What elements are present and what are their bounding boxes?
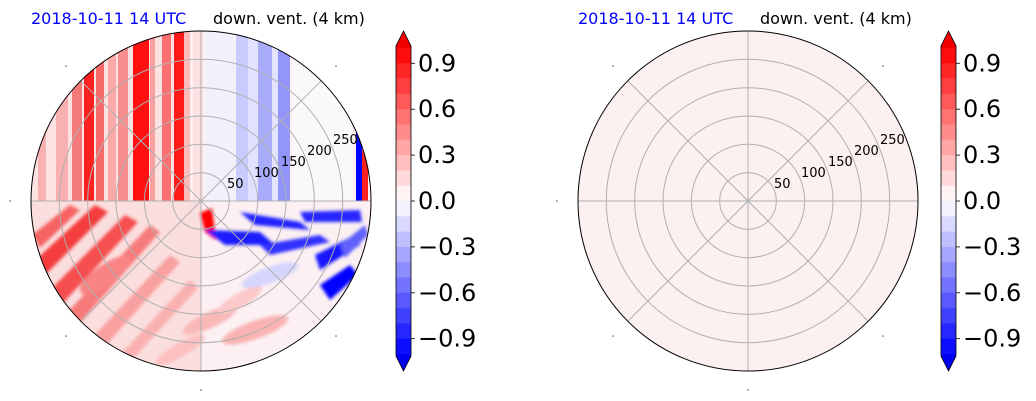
colorbar-tick-label: −0.9 [418,325,476,353]
colorbar-cell [396,216,411,232]
left-outer-dots [9,65,337,391]
colorbar-cell [396,124,411,141]
right-rtick-50: 50 [774,177,791,192]
colorbar-cell [941,323,956,339]
colorbar-cell [941,201,956,217]
colorbar-cell [941,231,956,248]
colorbar-cell [396,323,411,339]
right-title: down. vent. (4 km) [760,9,912,28]
right-polar-grid [578,31,918,371]
colorbar-cell [941,109,956,125]
colorbar-cell [941,277,956,294]
colorbar-cell [396,109,411,125]
left-colorbar-cells [396,48,411,355]
colorbar-cell [941,48,956,64]
left-rtick-50: 50 [227,177,244,192]
colorbar-cell [941,216,956,232]
left-rtick-150: 150 [281,155,306,170]
colorbar-tick-label: 0.9 [418,49,456,77]
right-colorbar: 0.9 0.6 0.3 0.0 −0.3 −0.6 −0.9 [940,30,1021,372]
colorbar-tick-label: −0.6 [963,279,1021,307]
right-colorbar-ticks: 0.9 0.6 0.3 0.0 −0.3 −0.6 −0.9 [956,49,1021,353]
right-rtick-100: 100 [801,166,826,181]
left-colorbar: 0.9 0.6 0.3 0.0 −0.3 −0.6 −0.9 [395,30,476,372]
right-rtick-200: 200 [854,144,879,159]
colorbar-cell [396,48,411,64]
left-colorbar-ticks: 0.9 0.6 0.3 0.0 −0.3 −0.6 −0.9 [411,49,476,353]
colorbar-cell [941,124,956,141]
left-colorbar-bottom-extend [396,354,411,371]
left-date-label: 2018-10-11 14 UTC [31,9,186,28]
colorbar-cell [396,292,411,309]
left-radial-ticks: 50 100 150 200 250 [227,133,358,192]
colorbar-cell [396,170,411,186]
colorbar-tick-label: −0.3 [418,233,476,261]
colorbar-cell [396,63,411,79]
right-colorbar-cells [941,48,956,355]
right-outer-dots [556,65,884,391]
colorbar-cell [396,277,411,294]
colorbar-cell [941,292,956,309]
colorbar-cell [396,308,411,324]
colorbar-cell [941,155,956,171]
colorbar-tick-label: 0.9 [963,49,1001,77]
right-rtick-150: 150 [828,155,853,170]
colorbar-cell [396,231,411,248]
colorbar-cell [396,155,411,171]
colorbar-cell [396,185,411,202]
left-upper-stripes [31,31,368,201]
left-rtick-250: 250 [333,133,358,148]
colorbar-cell [396,246,411,263]
colorbar-cell [941,170,956,186]
colorbar-cell [941,93,956,110]
colorbar-tick-label: 0.6 [418,95,456,123]
colorbar-cell [396,201,411,217]
colorbar-cell [941,308,956,324]
left-polar-grid [31,31,371,371]
colorbar-tick-label: 0.3 [418,141,456,169]
colorbar-tick-label: −0.3 [963,233,1021,261]
colorbar-cell [941,262,956,278]
right-date-label: 2018-10-11 14 UTC [578,9,733,28]
colorbar-cell [396,139,411,156]
colorbar-tick-label: 0.0 [418,187,456,215]
colorbar-tick-label: −0.9 [963,325,1021,353]
left-rtick-100: 100 [254,166,279,181]
colorbar-tick-label: 0.6 [963,95,1001,123]
colorbar-cell [941,63,956,79]
right-colorbar-bottom-extend [941,354,956,371]
left-title: down. vent. (4 km) [213,9,365,28]
colorbar-cell [396,262,411,278]
colorbar-cell [941,78,956,95]
left-lower-field [31,201,371,371]
colorbar-cell [941,139,956,156]
left-rtick-200: 200 [307,144,332,159]
colorbar-tick-label: 0.0 [963,187,1001,215]
right-radial-ticks: 50 100 150 200 250 [774,133,905,192]
colorbar-cell [941,338,956,355]
colorbar-cell [396,78,411,95]
left-colorbar-top-extend [396,31,411,48]
colorbar-cell [396,338,411,355]
colorbar-tick-label: 0.3 [963,141,1001,169]
right-rtick-250: 250 [880,133,905,148]
left-panel: 2018-10-11 14 UTC down. vent. (4 km) [9,9,476,391]
colorbar-cell [941,246,956,263]
right-panel: 2018-10-11 14 UTC down. vent. (4 km) 50 … [556,9,1021,391]
colorbar-cell [941,185,956,202]
colorbar-cell [396,93,411,110]
right-colorbar-top-extend [941,31,956,48]
right-polar-frame [577,30,919,372]
colorbar-tick-label: −0.6 [418,279,476,307]
left-polar-frame [30,30,372,372]
